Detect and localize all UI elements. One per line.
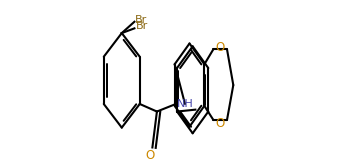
Text: NH: NH: [177, 99, 194, 109]
Text: O: O: [215, 41, 224, 54]
Text: Br: Br: [135, 15, 148, 25]
Text: O: O: [215, 117, 224, 130]
Text: O: O: [145, 149, 154, 161]
Text: Br: Br: [136, 20, 149, 31]
